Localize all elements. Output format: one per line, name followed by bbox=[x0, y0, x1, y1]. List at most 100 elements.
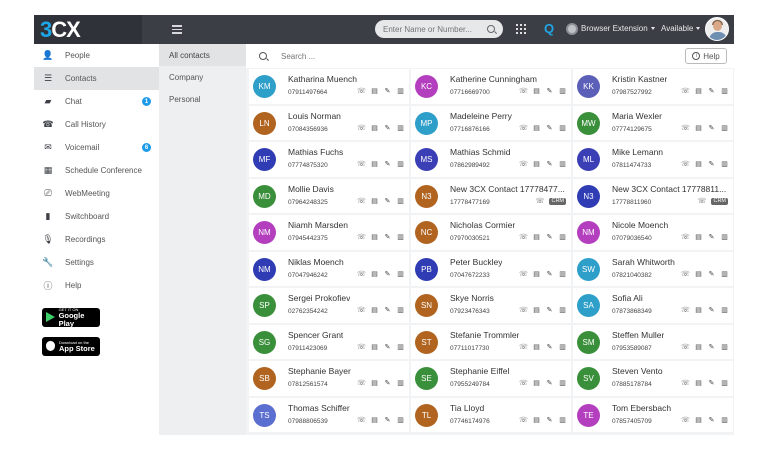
contact-card-icon[interactable]: ▤ bbox=[695, 416, 702, 424]
edit-icon[interactable]: ✎ bbox=[384, 234, 391, 241]
edit-icon[interactable]: ✎ bbox=[546, 88, 553, 95]
help-button[interactable]: i Help bbox=[685, 48, 727, 64]
contact-card[interactable]: SG Spencer Grant 07911423069 ☏ ▤ ✎ ▥ bbox=[249, 324, 409, 359]
contact-card[interactable]: SB Stephanie Bayer 07812561574 ☏ ▤ ✎ ▥ bbox=[249, 361, 409, 396]
phone-icon[interactable]: ☏ bbox=[357, 124, 366, 132]
contact-card[interactable]: NC Nicholas Cormier 07970030521 ☏ ▤ ✎ ▥ bbox=[411, 215, 571, 250]
trash-icon[interactable]: ▥ bbox=[721, 270, 728, 278]
nav-item-people[interactable]: 👤 People bbox=[34, 44, 159, 67]
contact-card-icon[interactable]: ▤ bbox=[533, 124, 540, 132]
edit-icon[interactable]: ✎ bbox=[546, 343, 553, 351]
contact-card-icon[interactable]: ▤ bbox=[371, 343, 378, 351]
trash-icon[interactable]: ▥ bbox=[397, 343, 404, 351]
contact-card-icon[interactable]: ▤ bbox=[533, 234, 540, 241]
contact-card[interactable]: MS Mathias Schmid 07862989492 ☏ ▤ ✎ ▥ bbox=[411, 142, 571, 177]
phone-icon[interactable]: ☏ bbox=[519, 270, 528, 278]
phone-icon[interactable]: ☏ bbox=[681, 380, 690, 387]
contact-card[interactable]: KK Kristin Kastner 07987527992 ☏ ▤ ✎ ▥ bbox=[573, 69, 733, 104]
contact-card[interactable]: ST Stefanie Trommler 07711017730 ☏ ▤ ✎ ▥ bbox=[411, 324, 571, 359]
edit-icon[interactable]: ✎ bbox=[384, 380, 391, 387]
phone-icon[interactable]: ☏ bbox=[697, 197, 707, 205]
contact-card[interactable]: LN Louis Norman 07084356936 ☏ ▤ ✎ ▥ bbox=[249, 105, 409, 140]
phone-icon[interactable]: ☏ bbox=[357, 307, 366, 314]
contact-card-icon[interactable]: ▤ bbox=[533, 161, 540, 168]
edit-icon[interactable]: ✎ bbox=[708, 343, 715, 351]
contact-card-icon[interactable]: ▤ bbox=[371, 234, 378, 241]
browser-extension-menu[interactable]: Browser Extension bbox=[581, 24, 655, 33]
phone-icon[interactable]: ☏ bbox=[357, 234, 366, 241]
contact-card[interactable]: NM Niamh Marsden 07945442375 ☏ ▤ ✎ ▥ bbox=[249, 215, 409, 250]
trash-icon[interactable]: ▥ bbox=[559, 161, 566, 168]
contact-card-icon[interactable]: ▤ bbox=[695, 234, 702, 241]
contact-card[interactable]: MW Maria Wexler 07774129675 ☏ ▤ ✎ ▥ bbox=[573, 105, 733, 140]
edit-icon[interactable]: ✎ bbox=[384, 88, 391, 95]
phone-icon[interactable]: ☏ bbox=[681, 270, 690, 278]
edit-icon[interactable]: ✎ bbox=[384, 161, 391, 168]
edit-icon[interactable]: ✎ bbox=[708, 234, 715, 241]
logo[interactable]: 3 CX bbox=[34, 15, 142, 44]
trash-icon[interactable]: ▥ bbox=[559, 88, 566, 95]
category-company[interactable]: Company bbox=[169, 72, 204, 82]
trash-icon[interactable]: ▥ bbox=[559, 416, 566, 424]
edit-icon[interactable]: ✎ bbox=[546, 124, 553, 132]
contact-card-icon[interactable]: ▤ bbox=[371, 124, 378, 132]
contact-card-icon[interactable]: ▤ bbox=[371, 380, 378, 387]
contact-card-icon[interactable]: ▤ bbox=[695, 343, 702, 351]
global-search[interactable] bbox=[375, 20, 503, 38]
nav-item-switchboard[interactable]: ▮ Switchboard bbox=[34, 205, 159, 228]
edit-icon[interactable]: ✎ bbox=[708, 307, 715, 314]
phone-icon[interactable]: ☏ bbox=[519, 161, 528, 168]
contact-card-icon[interactable]: ▤ bbox=[371, 197, 378, 205]
status-dropdown[interactable]: Available bbox=[661, 24, 701, 33]
trash-icon[interactable]: ▥ bbox=[397, 234, 404, 241]
phone-icon[interactable]: ☏ bbox=[681, 307, 690, 314]
contact-card[interactable]: SW Sarah Whitworth 07821040382 ☏ ▤ ✎ ▥ bbox=[573, 251, 733, 286]
nav-item-recordings[interactable]: 🎙 Recordings bbox=[34, 228, 159, 251]
phone-icon[interactable]: ☏ bbox=[519, 416, 528, 424]
contact-card[interactable]: MD Mollie Davis 07964248325 ☏ ▤ ✎ ▥ bbox=[249, 178, 409, 213]
contact-card[interactable]: NM Nicole Moench 07079036540 ☏ ▤ ✎ ▥ bbox=[573, 215, 733, 250]
phone-icon[interactable]: ☏ bbox=[519, 343, 528, 351]
trash-icon[interactable]: ▥ bbox=[559, 234, 566, 241]
trash-icon[interactable]: ▥ bbox=[397, 380, 404, 387]
edit-icon[interactable]: ✎ bbox=[708, 270, 715, 278]
trash-icon[interactable]: ▥ bbox=[721, 124, 728, 132]
trash-icon[interactable]: ▥ bbox=[397, 197, 404, 205]
contact-card-icon[interactable]: ▤ bbox=[371, 307, 378, 314]
app-store-button[interactable]: Download on the App Store bbox=[42, 337, 100, 356]
contact-card-icon[interactable]: ▤ bbox=[695, 88, 702, 95]
edit-icon[interactable]: ✎ bbox=[708, 416, 715, 424]
nav-item-call-history[interactable]: ☎ Call History bbox=[34, 113, 159, 136]
contact-card-icon[interactable]: ▤ bbox=[533, 270, 540, 278]
edit-icon[interactable]: ✎ bbox=[708, 380, 715, 387]
contact-card[interactable]: SE Stephanie Eiffel 07955249784 ☏ ▤ ✎ ▥ bbox=[411, 361, 571, 396]
contact-card[interactable]: N3 New 3CX Contact 17778811... 17778811960… bbox=[573, 178, 733, 213]
phone-icon[interactable]: ☏ bbox=[681, 88, 690, 95]
contact-card-icon[interactable]: ▤ bbox=[371, 161, 378, 168]
phone-icon[interactable]: ☏ bbox=[357, 161, 366, 168]
contact-card[interactable]: ML Mike Lemann 07811474733 ☏ ▤ ✎ ▥ bbox=[573, 142, 733, 177]
dialpad-icon[interactable] bbox=[516, 24, 526, 34]
edit-icon[interactable]: ✎ bbox=[384, 343, 391, 351]
edit-icon[interactable]: ✎ bbox=[546, 416, 553, 424]
contact-card[interactable]: SP Sergei Prokofiev 02762354242 ☏ ▤ ✎ ▥ bbox=[249, 288, 409, 323]
q-icon[interactable]: Q bbox=[544, 21, 555, 36]
nav-item-webmeeting[interactable]: ⎚ WebMeeting bbox=[34, 182, 159, 205]
menu-toggle-icon[interactable] bbox=[172, 25, 182, 34]
phone-icon[interactable]: ☏ bbox=[681, 343, 690, 351]
category-all-contacts[interactable]: All contacts bbox=[159, 44, 246, 66]
phone-icon[interactable]: ☏ bbox=[519, 88, 528, 95]
trash-icon[interactable]: ▥ bbox=[397, 270, 404, 278]
contact-card[interactable]: TE Tom Ebersbach 07857405709 ☏ ▤ ✎ ▥ bbox=[573, 397, 733, 432]
contact-card-icon[interactable]: ▤ bbox=[533, 380, 540, 387]
phone-icon[interactable]: ☏ bbox=[357, 416, 366, 424]
contact-card-icon[interactable]: ▤ bbox=[695, 161, 702, 168]
edit-icon[interactable]: ✎ bbox=[384, 124, 391, 132]
edit-icon[interactable]: ✎ bbox=[708, 88, 715, 95]
phone-icon[interactable]: ☏ bbox=[519, 234, 528, 241]
contact-card-icon[interactable]: ▤ bbox=[371, 88, 378, 95]
edit-icon[interactable]: ✎ bbox=[546, 380, 553, 387]
trash-icon[interactable]: ▥ bbox=[721, 380, 728, 387]
contact-card[interactable]: TL Tia Lloyd 07746174976 ☏ ▤ ✎ ▥ bbox=[411, 397, 571, 432]
contact-card[interactable]: SM Steffen Muller 07953589087 ☏ ▤ ✎ ▥ bbox=[573, 324, 733, 359]
